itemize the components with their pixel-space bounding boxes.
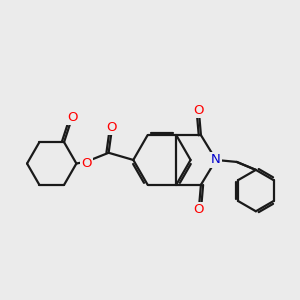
Text: O: O — [194, 203, 204, 216]
Text: O: O — [106, 121, 117, 134]
Text: N: N — [211, 153, 221, 167]
Text: O: O — [194, 103, 204, 117]
Text: O: O — [82, 157, 92, 170]
Text: O: O — [67, 111, 77, 124]
